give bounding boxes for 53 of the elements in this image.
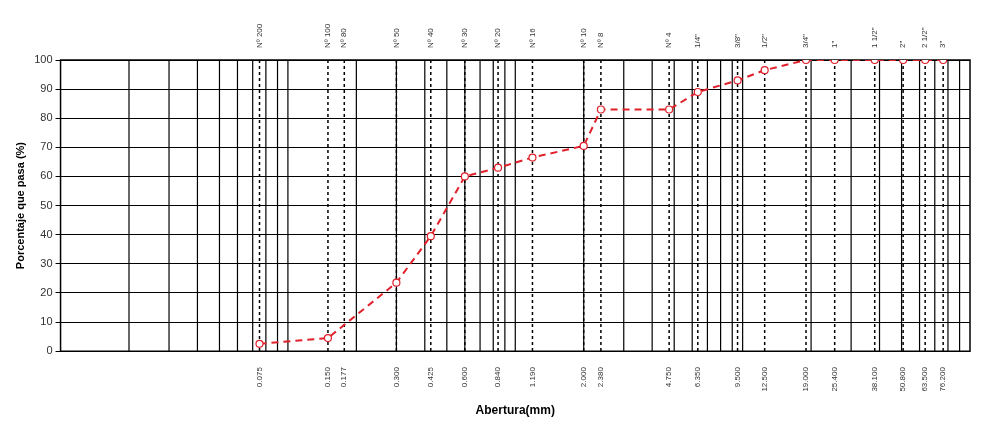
x-tick-label: 25.400 xyxy=(829,366,839,392)
x-tick-label: 2.000 xyxy=(578,366,588,388)
text: 3/4" xyxy=(801,33,811,48)
y-tick-label: 100 xyxy=(34,53,53,66)
y-axis-title: Porcentaje que pasa (%) xyxy=(13,141,26,270)
text: 2 1/2" xyxy=(920,27,930,48)
text: Nº 20 xyxy=(493,27,503,48)
text: 1 1/2" xyxy=(869,27,879,48)
text: Nº 40 xyxy=(425,27,435,48)
x-tick-label: 1.190 xyxy=(527,366,537,388)
text: 3" xyxy=(938,40,948,48)
x-tick-label: 0.075 xyxy=(254,366,264,388)
x-tick-label: 4.750 xyxy=(664,366,674,388)
y-tick-label: 70 xyxy=(40,140,53,153)
y-tick-label: 20 xyxy=(40,285,53,298)
y-tick-label: 60 xyxy=(40,169,53,182)
text: 1/4" xyxy=(693,33,702,48)
text: 3/8" xyxy=(732,33,742,48)
x-tick-label: 76.200 xyxy=(938,366,948,392)
text: Nº 50 xyxy=(391,27,401,48)
x-tick-label: 19.000 xyxy=(801,366,811,392)
x-tick-label: 0.177 xyxy=(339,366,349,388)
x-tick-label: 12.500 xyxy=(759,366,769,392)
x-tick-label: 63.500 xyxy=(920,366,930,392)
x-tick-label: 38.100 xyxy=(869,366,879,392)
text: 1/2" xyxy=(759,33,769,48)
x-tick-label: 0.300 xyxy=(391,366,401,388)
text: Nº 8 xyxy=(596,32,606,48)
y-tick-label: 30 xyxy=(40,256,53,269)
x-tick-label: 50.800 xyxy=(898,366,908,392)
x-tick-label: 2.380 xyxy=(596,366,606,388)
text: Nº 200 xyxy=(254,23,264,48)
x-axis-title: Abertura(mm) xyxy=(475,403,555,418)
text: 2" xyxy=(898,40,908,48)
text: 1" xyxy=(829,40,839,48)
y-tick-label: 50 xyxy=(40,198,53,211)
y-tick-label: 0 xyxy=(46,344,53,357)
y-tick-label: 10 xyxy=(40,315,53,328)
text: Nº 80 xyxy=(339,27,349,48)
x-tick-label: 0.425 xyxy=(425,366,435,388)
x-tick-label: 9.500 xyxy=(732,366,742,388)
text: Nº 100 xyxy=(323,23,333,48)
text: Nº 4 xyxy=(664,32,674,48)
x-tick-label: 0.150 xyxy=(323,366,333,388)
text: Nº 30 xyxy=(460,27,470,48)
x-tick-label: 0.840 xyxy=(493,366,503,388)
y-tick-label: 40 xyxy=(40,227,53,240)
x-tick-label: 6.350 xyxy=(693,366,702,388)
text: Nº 10 xyxy=(578,27,588,48)
x-tick-label: 0.600 xyxy=(460,366,470,388)
y-tick-label: 90 xyxy=(40,82,53,95)
y-tick-label: 80 xyxy=(40,111,53,124)
text: Nº 16 xyxy=(527,27,537,48)
